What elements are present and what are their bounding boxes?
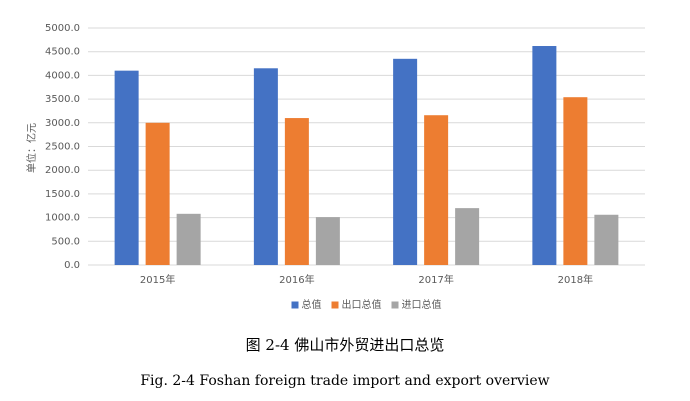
bar [176,213,201,265]
bar [532,46,557,266]
x-tick-label: 2017年 [418,273,453,286]
bar [563,97,588,265]
caption-title: 图 2-4 佛山市外贸进出口总览 [246,336,445,354]
bar [145,122,170,265]
legend-swatch [291,301,299,309]
y-axis-label: 单位：亿元 [25,123,38,173]
bar [114,70,139,265]
bar [284,118,309,265]
y-tick-label: 3000.0 [45,118,80,129]
bar [253,68,278,265]
y-tick-label: 4000.0 [45,70,80,81]
bar [594,214,619,265]
y-tick-label: 0.0 [64,260,80,271]
legend-swatch [331,301,339,309]
y-tick-label: 1500.0 [45,189,80,200]
y-tick-label: 3500.0 [45,94,80,105]
caption-subtitle: Fig. 2-4 Foshan foreign trade import and… [140,373,549,389]
y-tick-label: 4500.0 [45,47,80,58]
bar [393,58,418,266]
y-tick-label: 500.0 [51,236,80,247]
y-tick-label: 2500.0 [45,142,80,153]
y-tick-label: 1000.0 [45,213,80,224]
x-tick-label: 2018年 [558,273,593,286]
y-tick-label: 2000.0 [45,165,80,176]
x-tick-label: 2016年 [279,273,314,286]
x-tick-label: 2015年 [140,273,175,286]
legend-swatch [391,301,399,309]
bar [455,208,480,265]
y-tick-label: 5000.0 [45,23,80,34]
bar [315,217,340,265]
legend-label: 总值 [302,298,322,311]
legend-label: 进口总值 [402,298,442,311]
legend-label: 出口总值 [342,298,382,311]
bar [424,115,449,265]
